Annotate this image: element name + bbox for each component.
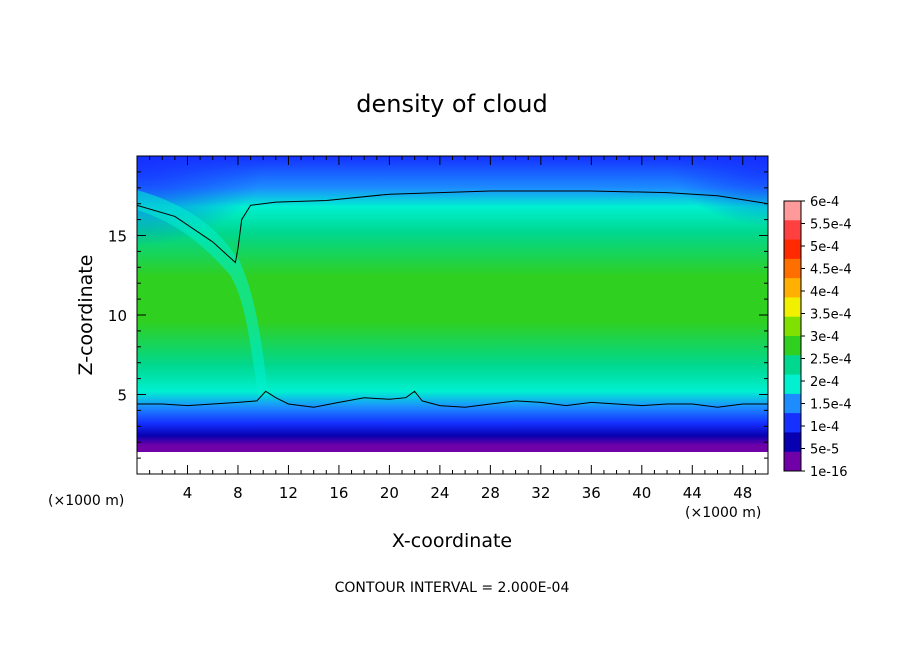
colorbar-label: 3e-4: [810, 330, 839, 345]
colorbar: 6e-4 5.5e-4 5e-4 4.5e-4 4e-4 3.5e-4 3e-4 2.5e-4…: [783, 195, 852, 480]
colorbar-label: 2.5e-4: [810, 353, 852, 368]
x-tick-label: 36: [582, 484, 601, 502]
x-tick-label: 12: [279, 484, 298, 502]
x-tick-label: 4: [183, 484, 193, 502]
y-tick-label: 5: [117, 387, 127, 405]
contour-interval-note: CONTOUR INTERVAL = 2.000E-04: [335, 580, 570, 596]
x-tick-label: 28: [481, 484, 500, 502]
x-axis-ticks: 4 8 12 16 20 24 28 32 36 40 44 48: [149, 156, 756, 502]
colorbar-label: 1e-4: [810, 420, 839, 435]
contour-upper: [137, 190, 768, 264]
y-axis-label: Z-coordinate: [75, 255, 97, 376]
colorbar-label: 4e-4: [810, 285, 839, 300]
x-tick-label: 20: [380, 484, 399, 502]
colorbar-label: 1.5e-4: [810, 398, 852, 413]
x-tick-label: 48: [733, 484, 752, 502]
x-tick-label: 24: [430, 484, 449, 502]
colorbar-swatch: [784, 393, 801, 414]
colorbar-label: 5e-5: [810, 443, 839, 458]
updraft-plume: [137, 190, 268, 395]
colorbar-swatch: [784, 374, 801, 395]
colorbar-swatch: [784, 355, 801, 375]
colorbar-label: 2e-4: [810, 375, 839, 390]
colorbar-label: 3.5e-4: [810, 308, 852, 323]
colorbar-swatch: [784, 239, 801, 260]
x-unit-left: (×1000 m): [48, 493, 124, 509]
y-axis-ticks: 5 10 15: [108, 171, 768, 459]
colorbar-swatch: [784, 201, 801, 221]
y-tick-label: 10: [108, 307, 127, 325]
x-tick-label: 32: [531, 484, 550, 502]
clear-air-band: [137, 452, 768, 474]
colorbar-swatch: [784, 451, 801, 472]
x-tick-label: 8: [233, 484, 243, 502]
colorbar-swatch: [784, 297, 801, 318]
colorbar-label: 6e-4: [810, 195, 839, 210]
colorbar-swatch: [784, 220, 801, 240]
chart-title: density of cloud: [356, 90, 547, 118]
y-tick-label: 15: [108, 228, 127, 246]
colorbar-swatch: [784, 432, 801, 453]
x-tick-label: 44: [683, 484, 702, 502]
x-axis-label: X-coordinate: [392, 530, 512, 552]
colorbar-swatch: [784, 336, 801, 356]
x-tick-label: 16: [329, 484, 348, 502]
colorbar-label: 1e-16: [810, 465, 848, 480]
colorbar-swatch: [784, 413, 801, 433]
contour-lower: [137, 390, 768, 408]
colorbar-label: 4.5e-4: [810, 263, 852, 278]
colorbar-label: 5e-4: [810, 240, 839, 255]
plot-area: [137, 156, 768, 474]
x-tick-label: 40: [632, 484, 651, 502]
corner-shading-right: [668, 156, 768, 226]
colorbar-swatch: [784, 278, 801, 298]
x-unit-right: (×1000 m): [685, 505, 761, 521]
colorbar-swatch: [784, 258, 801, 279]
colorbar-label: 5.5e-4: [810, 218, 852, 233]
colorbar-swatch: [784, 316, 801, 337]
